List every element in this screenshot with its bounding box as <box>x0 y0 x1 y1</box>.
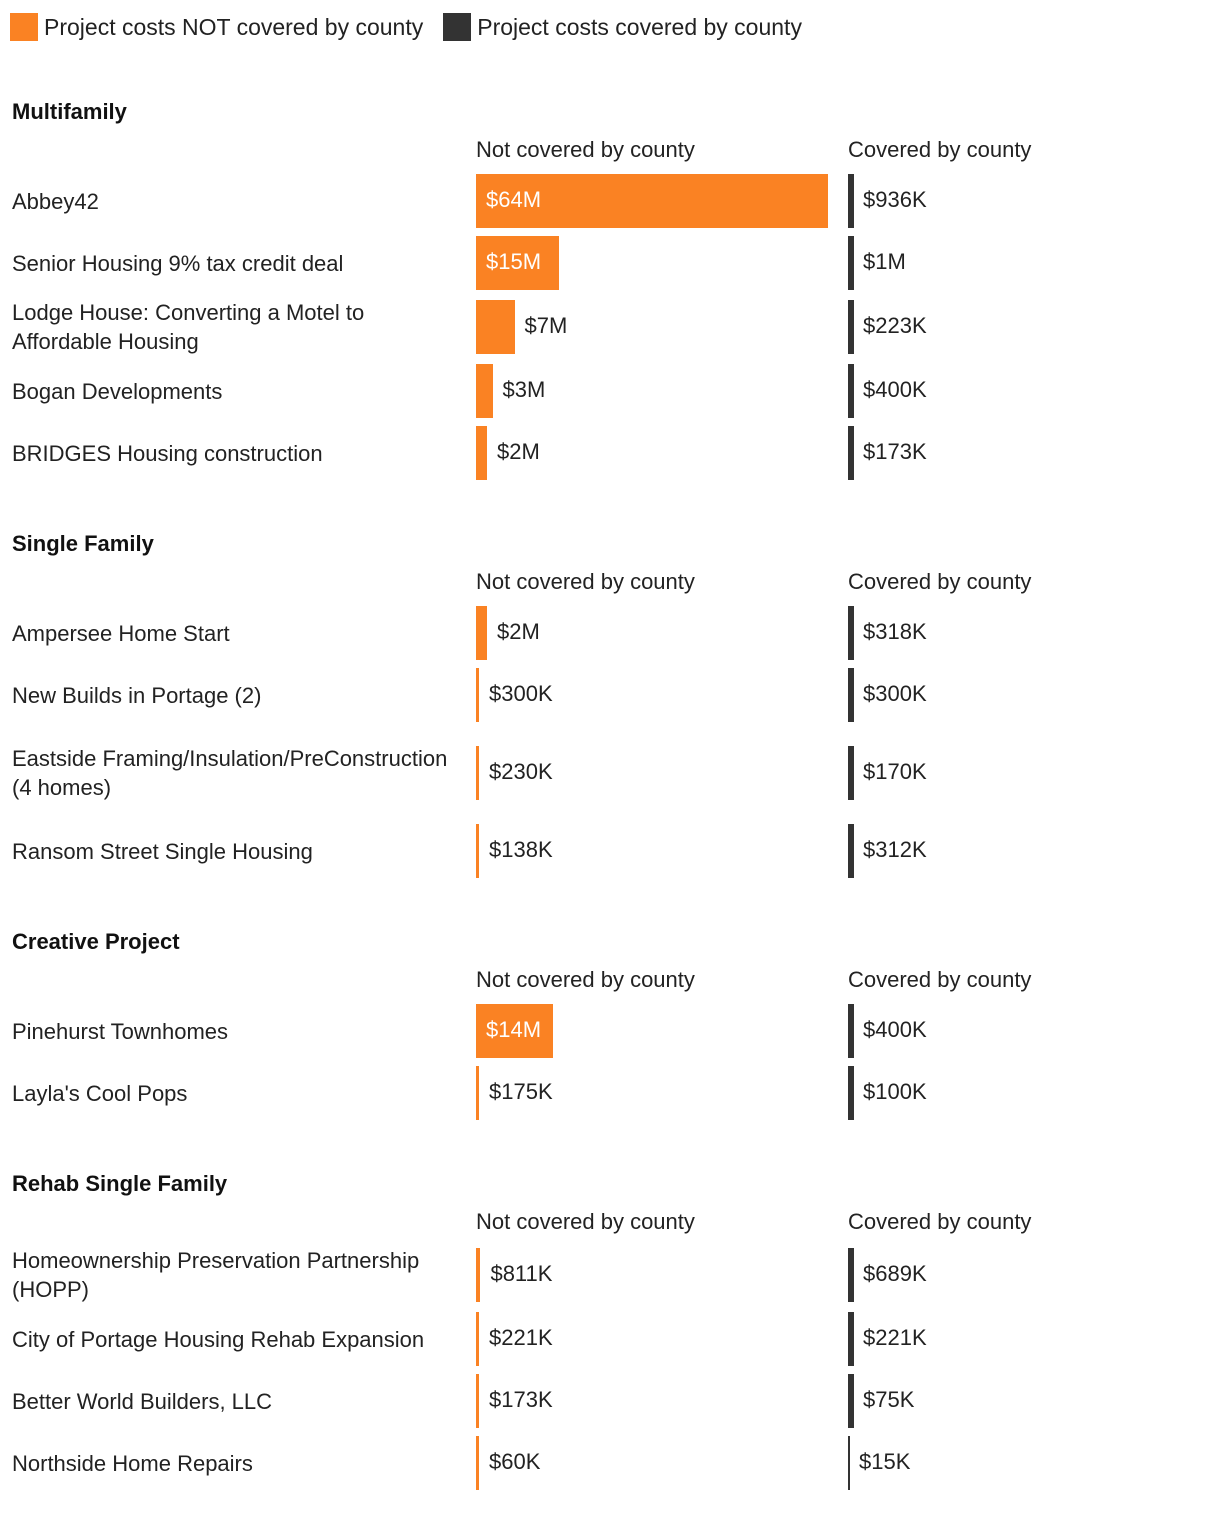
group-title: Creative Project <box>12 929 180 954</box>
bar-value-covered: $936K <box>863 187 927 212</box>
bar-value-covered: $318K <box>863 619 927 644</box>
row-label: Bogan Developments <box>12 378 223 404</box>
bar-covered <box>848 1312 854 1366</box>
bar-value-covered: $170K <box>863 759 927 784</box>
bar-value-not-covered: $64M <box>486 187 542 212</box>
bar-not-covered <box>476 1312 479 1366</box>
column-header-covered: Covered by county <box>848 967 1032 992</box>
bar-covered <box>848 1066 854 1120</box>
legend-item-covered: Project costs covered by county <box>443 13 802 41</box>
row-label: Ampersee Home Start <box>12 620 230 646</box>
bar-value-not-covered: $175K <box>489 1079 553 1104</box>
bar-value-covered: $75K <box>863 1387 915 1412</box>
bar-value-not-covered: $3M <box>502 377 546 402</box>
bar-not-covered <box>476 174 828 228</box>
bar-covered <box>848 236 854 290</box>
row-label: City of Portage Housing Rehab Expansion <box>12 1326 425 1352</box>
row-label: Pinehurst Townhomes <box>12 1018 229 1044</box>
bar-not-covered <box>476 426 487 480</box>
bar-covered <box>848 300 854 354</box>
bar-not-covered <box>476 236 559 290</box>
row-label: Ransom Street Single Housing <box>12 838 313 864</box>
row-label: New Builds in Portage (2) <box>12 682 262 708</box>
column-header-covered: Covered by county <box>848 569 1032 594</box>
bar-covered <box>848 426 854 480</box>
bar-not-covered <box>476 364 493 418</box>
column-header-not-covered: Not covered by county <box>476 137 695 162</box>
bar-covered <box>848 746 854 800</box>
bar-not-covered <box>476 606 487 660</box>
bar-covered <box>848 174 854 228</box>
bar-value-covered: $400K <box>863 1017 927 1042</box>
column-header-covered: Covered by county <box>848 137 1032 162</box>
bar-value-not-covered: $15M <box>486 249 542 274</box>
group-title: Single Family <box>12 531 154 556</box>
bar-value-covered: $15K <box>859 1449 911 1474</box>
bar-covered <box>848 364 854 418</box>
bar-not-covered <box>476 1374 479 1428</box>
bar-value-covered: $689K <box>863 1261 927 1286</box>
column-header-not-covered: Not covered by county <box>476 1209 695 1234</box>
row-label: Layla's Cool Pops <box>12 1080 188 1106</box>
group-title: Multifamily <box>12 99 127 124</box>
bar-value-covered: $173K <box>863 439 927 464</box>
column-header-not-covered: Not covered by county <box>476 967 695 992</box>
bar-covered <box>848 668 854 722</box>
legend-swatch-covered <box>443 13 472 41</box>
bar-not-covered <box>476 1248 481 1302</box>
bar-not-covered <box>476 1436 479 1490</box>
bar-covered <box>848 1248 854 1302</box>
bar-value-not-covered: $2M <box>497 619 540 644</box>
bar-covered <box>848 1004 854 1058</box>
bar-not-covered <box>476 746 479 800</box>
row-label: BRIDGES Housing construction <box>12 440 323 466</box>
bar-not-covered <box>476 300 515 354</box>
row-label: Senior Housing 9% tax credit deal <box>12 250 344 276</box>
bar-covered <box>848 606 854 660</box>
bar-value-not-covered: $221K <box>489 1325 553 1350</box>
bar-value-not-covered: $811K <box>490 1261 553 1286</box>
bar-value-covered: $100K <box>863 1079 927 1104</box>
bar-value-not-covered: $14M <box>486 1017 542 1042</box>
bar-value-not-covered: $60K <box>489 1449 541 1474</box>
bar-value-covered: $221K <box>863 1325 927 1350</box>
bar-covered <box>848 1436 850 1490</box>
row-label: Homeownership Preservation Partnership (… <box>12 1248 420 1302</box>
bar-covered <box>848 1374 854 1428</box>
group-title: Rehab Single Family <box>12 1171 228 1196</box>
legend-item-not-covered: Project costs NOT covered by county <box>10 13 423 41</box>
bar-not-covered <box>476 1066 479 1120</box>
bar-value-not-covered: $230K <box>489 759 553 784</box>
bar-value-covered: $300K <box>863 681 927 706</box>
bar-value-covered: $223K <box>863 313 927 338</box>
row-label: Lodge House: Converting a Motel to Affor… <box>12 300 365 354</box>
row-label: Abbey42 <box>12 188 99 214</box>
bar-not-covered <box>476 668 479 722</box>
bar-value-covered: $1M <box>863 249 906 274</box>
bar-value-not-covered: $173K <box>489 1387 553 1412</box>
bar-value-covered: $400K <box>863 377 927 402</box>
legend: Project costs NOT covered by county Proj… <box>10 12 822 42</box>
bar-not-covered <box>476 1004 553 1058</box>
bar-value-not-covered: $7M <box>524 313 568 338</box>
bar-not-covered <box>476 824 479 878</box>
row-label: Better World Builders, LLC <box>12 1388 273 1414</box>
bar-value-not-covered: $2M <box>497 439 540 464</box>
row-label: Northside Home Repairs <box>12 1450 253 1476</box>
column-header-covered: Covered by county <box>848 1209 1032 1234</box>
bar-value-not-covered: $300K <box>489 681 553 706</box>
legend-label-covered: Project costs covered by county <box>477 13 802 40</box>
row-label: Eastside Framing/Insulation/PreConstruct… <box>12 746 448 800</box>
column-header-not-covered: Not covered by county <box>476 569 695 594</box>
legend-swatch-not-covered <box>10 13 38 41</box>
bar-covered <box>848 824 854 878</box>
bar-value-covered: $312K <box>863 837 927 862</box>
legend-label-not-covered: Project costs NOT covered by county <box>44 13 424 40</box>
bar-value-not-covered: $138K <box>489 837 553 862</box>
